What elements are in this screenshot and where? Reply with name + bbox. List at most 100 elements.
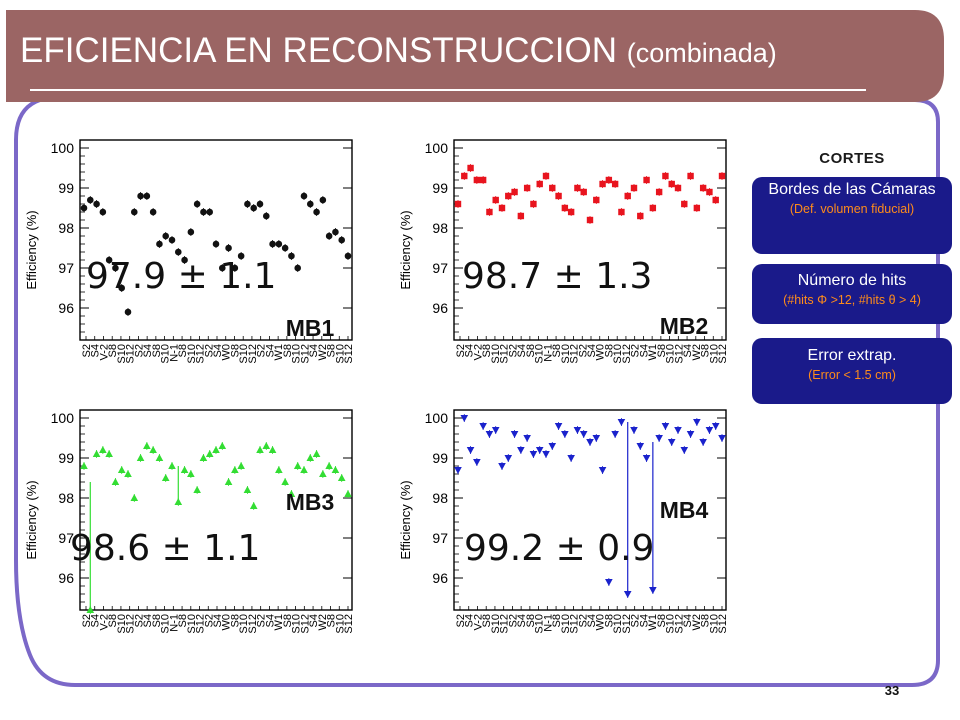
data-point	[699, 439, 707, 446]
data-point	[162, 232, 170, 240]
data-point	[319, 196, 327, 204]
y-tick-label: 100	[425, 410, 449, 426]
x-tick-label: S10	[560, 614, 572, 634]
x-tick-label: S8	[229, 614, 241, 627]
data-point	[466, 447, 475, 454]
data-point	[485, 431, 494, 438]
x-tick-label: S10	[291, 344, 303, 364]
data-point	[686, 431, 695, 438]
x-tick-label: W1	[647, 344, 659, 361]
x-tick-label: S4	[90, 344, 102, 357]
data-point	[124, 470, 132, 477]
data-point	[662, 172, 669, 180]
data-point	[93, 200, 100, 208]
x-tick-label: S12	[125, 614, 137, 634]
plot-frame	[79, 409, 353, 611]
data-point	[680, 447, 689, 454]
data-point	[143, 192, 151, 200]
x-tick-label: S12	[499, 614, 511, 634]
x-tick-label: S2	[630, 614, 642, 627]
x-tick-label: S10	[186, 344, 198, 364]
data-point	[461, 172, 468, 180]
y-axis-label: Efficiency (%)	[24, 480, 39, 559]
data-point	[293, 462, 302, 469]
data-point	[517, 212, 525, 220]
data-point	[593, 196, 600, 204]
cut-box-bordes: Bordes de las Cámaras (Def. volumen fidu…	[752, 177, 952, 254]
x-tick-label: S4	[586, 614, 598, 627]
data-point	[344, 252, 352, 260]
chamber-label: MB4	[660, 497, 709, 523]
data-point	[674, 427, 682, 434]
data-point	[473, 459, 481, 466]
y-axis-label: Efficiency (%)	[398, 210, 413, 289]
y-tick-label: 100	[51, 410, 75, 426]
y-axis-label: Efficiency (%)	[398, 480, 413, 559]
data-point	[555, 192, 562, 200]
data-point	[649, 587, 657, 594]
data-point	[269, 240, 276, 248]
data-point	[535, 447, 544, 454]
data-point	[561, 204, 569, 212]
x-tick-label: W1	[647, 614, 659, 631]
x-tick-label: S8	[177, 344, 189, 357]
data-point	[275, 466, 283, 473]
x-tick-label: S4	[682, 614, 694, 627]
data-point	[118, 284, 126, 292]
data-point	[325, 462, 333, 469]
x-tick-label: S4	[638, 344, 650, 357]
x-tick-label: S10	[186, 614, 198, 634]
data-point	[174, 248, 182, 256]
y-tick-label: 99	[432, 180, 448, 196]
data-point	[200, 208, 207, 216]
x-tick-label: S2	[81, 344, 93, 357]
x-tick-label: S4	[308, 344, 320, 357]
x-tick-label: S12	[621, 344, 633, 364]
data-point	[143, 442, 151, 449]
data-point	[605, 176, 613, 184]
title-banner	[6, 10, 944, 102]
data-point	[479, 423, 487, 430]
data-point	[199, 454, 208, 461]
data-point	[337, 474, 346, 481]
data-point	[542, 451, 550, 458]
data-point	[687, 172, 694, 180]
x-tick-label: S8	[326, 344, 338, 357]
y-tick-label: 99	[432, 450, 448, 466]
x-tick-label: S2	[203, 344, 215, 357]
x-tick-label: S8	[525, 614, 537, 627]
data-point	[580, 188, 587, 196]
data-point	[561, 431, 569, 438]
slide-title-sub: (combinada)	[626, 38, 777, 68]
data-point	[611, 431, 619, 438]
x-tick-label: S8	[603, 344, 615, 357]
cut-box-sub-text: (Def. volumen fiducial)	[789, 202, 915, 216]
data-point	[706, 188, 713, 196]
x-tick-label: S2	[507, 344, 519, 357]
data-point	[693, 419, 701, 426]
x-tick-label: S4	[586, 344, 598, 357]
data-point	[212, 240, 220, 248]
x-tick-label: S8	[603, 614, 615, 627]
x-tick-label: S4	[638, 614, 650, 627]
data-point	[530, 200, 537, 208]
slide-title: EFICIENCIA EN RECONSTRUCCION (combinada)	[20, 18, 910, 84]
data-point	[574, 184, 581, 192]
x-tick-label: S10	[708, 614, 720, 634]
x-tick-label: S10	[665, 614, 677, 634]
data-point	[156, 240, 163, 248]
data-point	[312, 450, 321, 457]
x-tick-label: S12	[569, 344, 581, 364]
data-point	[586, 439, 594, 446]
data-point	[705, 427, 714, 434]
data-point	[668, 180, 675, 188]
data-point	[567, 208, 575, 216]
x-tick-label: S2	[256, 614, 268, 627]
data-point	[306, 200, 314, 208]
x-tick-label: S8	[282, 614, 294, 627]
data-point	[598, 467, 607, 474]
data-point	[86, 196, 94, 204]
x-tick-label: S8	[481, 614, 493, 627]
data-point	[224, 478, 233, 485]
data-point	[325, 232, 333, 240]
